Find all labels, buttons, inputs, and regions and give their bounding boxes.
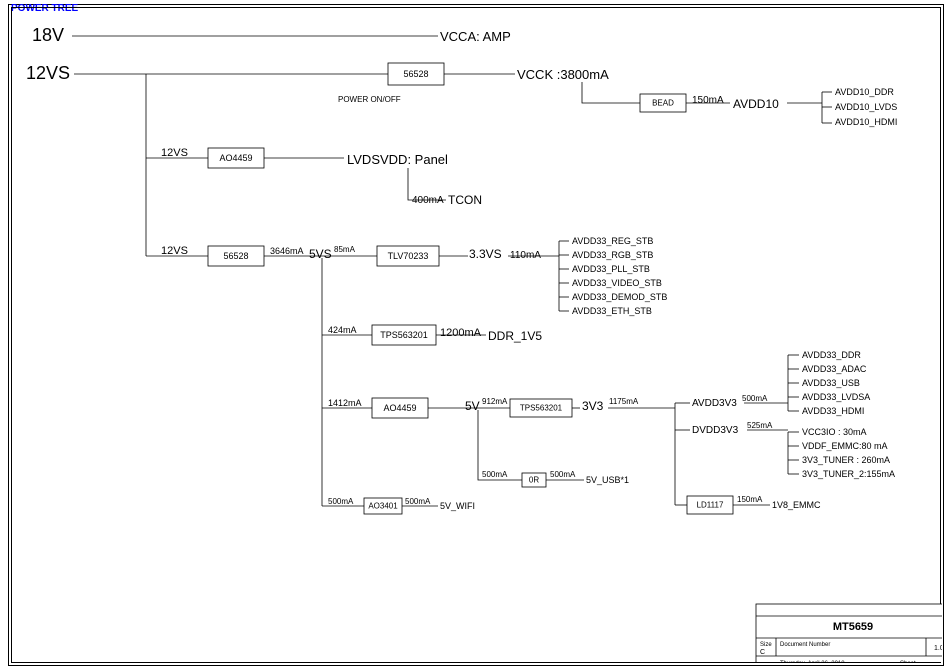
label-v5: 5V	[465, 399, 480, 413]
schematic-frame: POWER TREE 56528BEADAO445956528TLV70233T…	[8, 4, 944, 666]
label-v3v3: 3V3	[582, 399, 604, 413]
label-pwronoff: POWER ON/OFF	[338, 95, 401, 104]
label-a33ddr: AVDD33_DDR	[802, 350, 861, 360]
label-avdd10: AVDD10	[733, 97, 779, 111]
label-v12s: 12VS	[26, 63, 70, 83]
label-i150b: 150mA	[737, 495, 763, 504]
label-avdd3v3: AVDD3V3	[692, 398, 737, 409]
titleblock-rev: 1.0	[934, 645, 942, 652]
label-i424: 424mA	[328, 325, 357, 335]
component-label-bbead: BEAD	[652, 99, 674, 108]
label-ddr1v5: DDR_1V5	[488, 329, 542, 343]
label-usb5v: 5V_USB*1	[586, 475, 629, 485]
label-vcck: VCCK :3800mA	[517, 67, 609, 82]
label-i500c: 500mA	[550, 470, 576, 479]
label-vcc3io: VCC3IO : 30mA	[802, 427, 867, 437]
titleblock-size: Size	[760, 642, 772, 648]
component-label-btps2: TPS563201	[520, 404, 563, 413]
label-t3v3_1: 3V3_TUNER : 260mA	[802, 455, 890, 465]
label-dvdd3v3: DVDD3V3	[692, 425, 739, 436]
schematic-inner-frame: 56528 BEAD AO4459 56528 TLV70233 TPS563201 AO4…	[11, 7, 941, 663]
label-a33usb: AVDD33_USB	[802, 378, 860, 388]
label-i912: 912mA	[482, 397, 508, 406]
component-label-bao4459b: AO4459	[383, 403, 416, 413]
label-a33dem: AVDD33_DEMOD_STB	[572, 292, 667, 302]
label-a33hdmi: AVDD33_HDMI	[802, 406, 864, 416]
label-a33adac: AVDD33_ADAC	[802, 364, 867, 374]
component-label-b0r: 0R	[529, 476, 539, 485]
label-lvdsv: LVDSVDD: Panel	[347, 152, 448, 167]
label-i500a: 500mA	[742, 394, 768, 403]
label-i1412: 1412mA	[328, 398, 362, 408]
label-vddfem: VDDF_EMMC:80 mA	[802, 441, 888, 451]
label-wifi5v: 5V_WIFI	[440, 501, 475, 511]
diagram-canvas: 56528 BEAD AO4459 56528 TLV70233 TPS563201 AO4…	[12, 8, 942, 662]
titleblock-date: Thursday, April 26, 2018	[780, 661, 845, 662]
label-v5vs: 5VS	[309, 247, 332, 261]
component-label-b56528a: 56528	[403, 69, 428, 79]
label-a33lvdsa: AVDD33_LVDSA	[802, 392, 870, 402]
titleblock-sheet: Sheet	[900, 661, 916, 662]
component-label-bao3401: AO3401	[368, 502, 398, 511]
label-a10hdm: AVDD10_HDMI	[835, 117, 897, 127]
component-label-bao4459a: AO4459	[219, 153, 252, 163]
component-label-btps1: TPS563201	[380, 330, 428, 340]
label-i85: 85mA	[334, 245, 356, 254]
label-v33vs: 3.3VS	[469, 247, 502, 261]
titleblock	[756, 604, 942, 662]
label-a33vid: AVDD33_VIDEO_STB	[572, 278, 662, 288]
wire-3	[582, 82, 640, 103]
label-i500b: 500mA	[482, 470, 508, 479]
label-vcca: VCCA: AMP	[440, 29, 511, 44]
label-a10lvd: AVDD10_LVDS	[835, 102, 897, 112]
label-i500e: 500mA	[405, 497, 431, 506]
label-a10ddr: AVDD10_DDR	[835, 87, 894, 97]
label-a33eth: AVDD33_ETH_STB	[572, 306, 652, 316]
label-v12s2: 12VS	[161, 147, 188, 159]
label-i3646: 3646mA	[270, 246, 304, 256]
label-a33rgb: AVDD33_RGB_STB	[572, 250, 653, 260]
label-i525: 525mA	[747, 421, 773, 430]
titleblock-name: MT5659	[833, 621, 873, 633]
label-a33pll: AVDD33_PLL_STB	[572, 264, 650, 274]
label-tcon: TCON	[448, 193, 482, 207]
label-i1200: 1200mA	[440, 327, 482, 339]
component-label-b56528b: 56528	[223, 251, 248, 261]
label-tcon_i: 400mA	[412, 195, 444, 206]
label-i110: 110mA	[510, 250, 541, 261]
label-v1v8em: 1V8_EMMC	[772, 500, 821, 510]
label-i1175: 1175mA	[609, 397, 639, 406]
label-v12s3: 12VS	[161, 245, 188, 257]
titleblock-sizeval: C	[760, 649, 765, 656]
component-label-bld1117: LD1117	[697, 501, 724, 510]
label-bead_i: 150mA	[692, 95, 724, 106]
label-v18: 18V	[32, 25, 64, 45]
label-t3v3_2: 3V3_TUNER_2:155mA	[802, 469, 895, 479]
titleblock-docnum: Document Number	[780, 642, 830, 648]
label-i500d: 500mA	[328, 497, 354, 506]
component-label-btlv: TLV70233	[388, 251, 429, 261]
label-a33reg: AVDD33_REG_STB	[572, 236, 653, 246]
